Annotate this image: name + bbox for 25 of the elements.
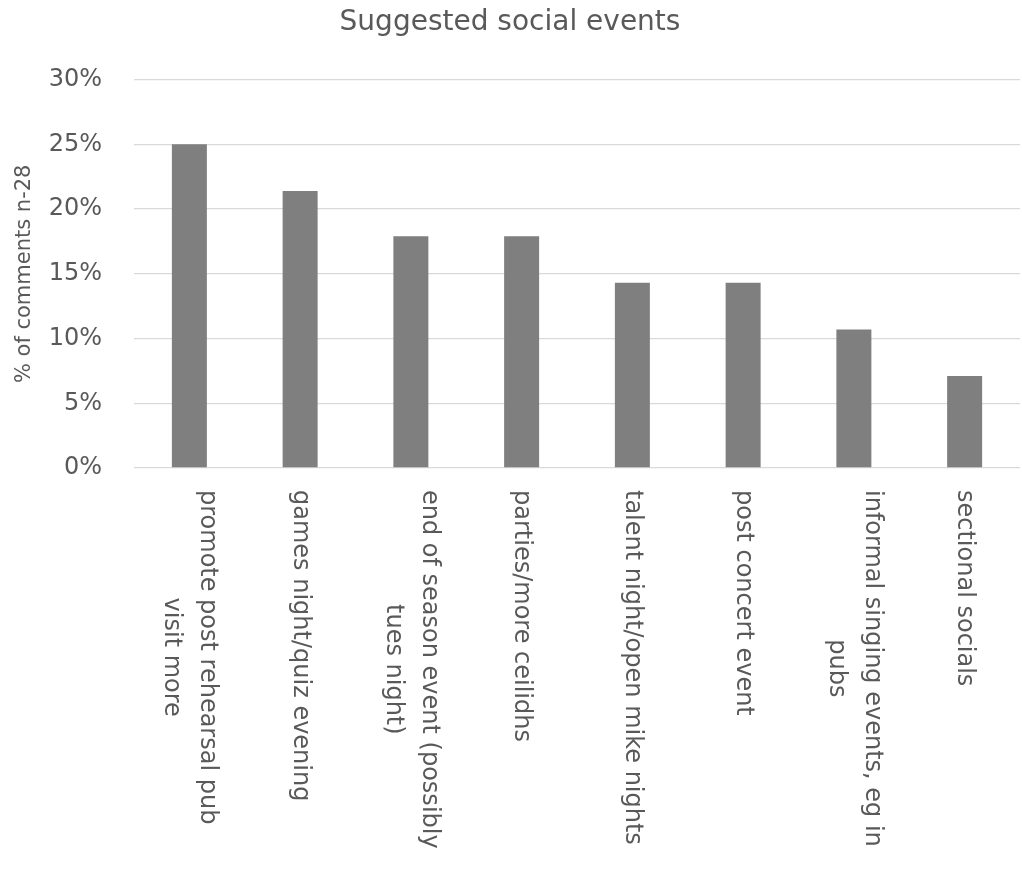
x-tick-label: end of season event (possibly tues night) xyxy=(380,490,445,849)
bar xyxy=(725,282,761,468)
bar xyxy=(282,190,318,468)
x-tick-label: games night/quiz evening xyxy=(287,490,316,802)
y-tick-label: 30% xyxy=(48,63,102,92)
chart-title: Suggested social events xyxy=(339,4,681,38)
y-tick-label: 25% xyxy=(48,128,102,157)
x-tick-label: post concert event xyxy=(730,490,759,716)
x-tick-label: sectional socials xyxy=(952,490,981,687)
bar xyxy=(171,144,207,468)
bar xyxy=(836,329,872,468)
x-tick-label: promote post rehearsal pub visit more xyxy=(159,490,224,825)
y-tick-label: 5% xyxy=(63,387,102,416)
y-tick-label: 15% xyxy=(48,258,102,287)
bar xyxy=(393,236,429,468)
y-tick-label: 10% xyxy=(48,322,102,351)
x-tick-label: informal singing events, eg in pubs xyxy=(823,490,888,847)
y-tick-label: 20% xyxy=(48,193,102,222)
y-axis-title: % of comments n-28 xyxy=(11,164,36,384)
x-tick-label: talent night/open mike nights xyxy=(620,490,649,845)
y-tick-label: 0% xyxy=(63,452,102,481)
bar xyxy=(504,236,540,468)
x-tick-label: parties/more ceilidhs xyxy=(509,490,538,742)
bar xyxy=(614,282,650,468)
bar xyxy=(947,376,983,468)
